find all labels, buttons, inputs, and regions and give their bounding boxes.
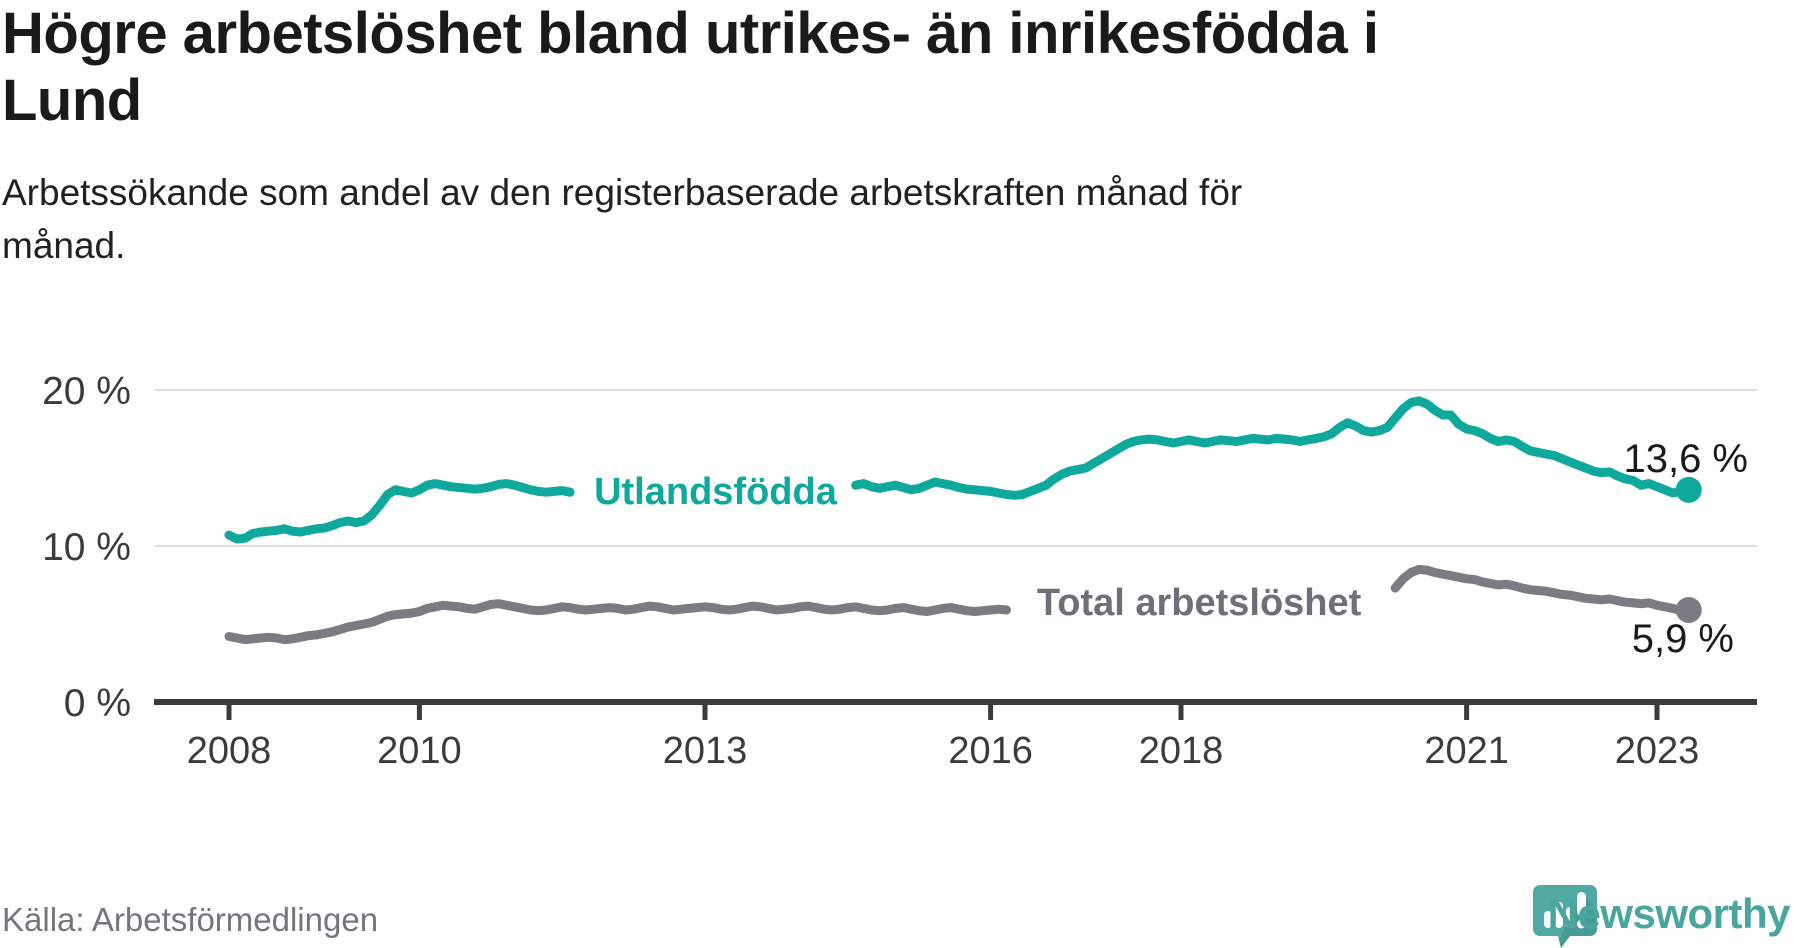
chart-title-line2: Lund (2, 68, 142, 133)
series-end-dot-utlandsfodda (1675, 476, 1702, 503)
series-label-total: Total arbetslöshet (1037, 582, 1362, 624)
newsworthy-branding: Newsworthy (1532, 884, 1791, 948)
series-line-total-0 (224, 599, 1011, 645)
chart-title-line1: Högre arbetslöshet bland utrikes- än inr… (2, 1, 1379, 66)
chart-subtitle: Arbetssökande som andel av den registerb… (2, 166, 1502, 272)
x-tick-label-2016: 2016 (948, 730, 1033, 772)
end-value-label-utlandsfodda: 13,6 % (1623, 437, 1748, 481)
logo-bars-icon (1543, 892, 1586, 929)
newsworthy-wordmark: Newsworthy (1547, 890, 1791, 937)
series-line-total-1 (1390, 564, 1694, 616)
chart-subtitle-line1: Arbetssökande som andel av den registerb… (2, 172, 1243, 213)
y-tick-label-10: 10 % (42, 526, 131, 569)
y-tick-label-20: 20 % (42, 370, 131, 413)
x-tick-label-2010: 2010 (377, 730, 462, 772)
chart-subtitle-line2: månad. (2, 225, 126, 266)
series-line-utlandsfodda-0 (224, 479, 575, 544)
x-tick-label-2021: 2021 (1424, 730, 1509, 772)
series-line-utlandsfodda-1 (851, 396, 1694, 500)
chart-title: Högre arbetslöshet bland utrikes- än inr… (2, 0, 1792, 134)
x-tick-label-2018: 2018 (1139, 730, 1224, 772)
x-tick-label-2023: 2023 (1615, 730, 1700, 772)
y-tick-label-0: 0 % (64, 682, 131, 725)
end-value-label-total: 5,9 % (1632, 617, 1734, 661)
series-label-utlandsfodda: Utlandsfödda (594, 471, 838, 513)
x-tick-label-2013: 2013 (663, 730, 748, 772)
series-end-dot-total (1675, 596, 1702, 623)
x-tick-label-2008: 2008 (187, 730, 272, 772)
logo-bubble-shadow (1558, 894, 1597, 948)
source-note: Källa: Arbetsförmedlingen (2, 901, 379, 938)
